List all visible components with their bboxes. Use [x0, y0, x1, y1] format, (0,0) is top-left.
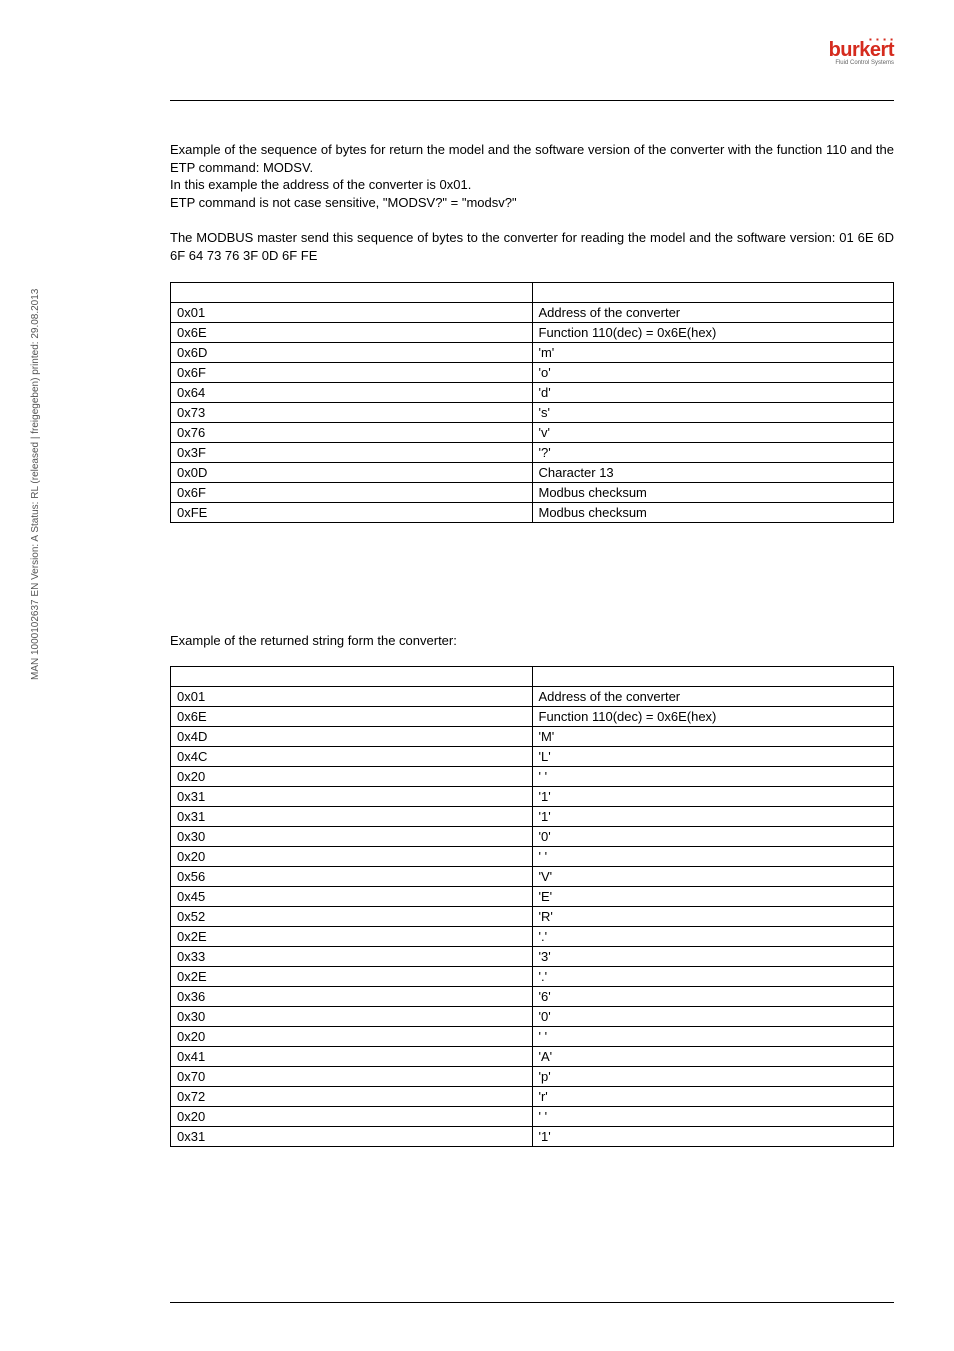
table-cell: Address of the converter	[532, 303, 894, 323]
table-cell: ' '	[532, 767, 894, 787]
table-cell: 0x30	[171, 827, 533, 847]
table-cell: '1'	[532, 1127, 894, 1147]
table-cell: 0x01	[171, 687, 533, 707]
table-cell: 0x52	[171, 907, 533, 927]
table-cell: Function 110(dec) = 0x6E(hex)	[532, 323, 894, 343]
table-cell: 'M'	[532, 727, 894, 747]
table-cell: 0x6E	[171, 707, 533, 727]
table-cell: '?'	[532, 443, 894, 463]
para1-line1: Example of the sequence of bytes for ret…	[170, 142, 894, 175]
table-cell: 0x20	[171, 1107, 533, 1127]
logo-subtext: Fluid Control Systems	[829, 60, 894, 66]
table-cell	[171, 283, 533, 303]
table-cell	[171, 667, 533, 687]
table-cell: 'E'	[532, 887, 894, 907]
table-cell: Function 110(dec) = 0x6E(hex)	[532, 707, 894, 727]
table-cell: '.'	[532, 967, 894, 987]
table-cell: 0x31	[171, 807, 533, 827]
table-cell: 0x6F	[171, 363, 533, 383]
returned-heading: Example of the returned string form the …	[170, 633, 894, 648]
table-cell: 0x33	[171, 947, 533, 967]
table-cell: 0x3F	[171, 443, 533, 463]
table-cell: 'p'	[532, 1067, 894, 1087]
table-cell: 0x6F	[171, 483, 533, 503]
table-cell: ' '	[532, 847, 894, 867]
table-cell: '1'	[532, 787, 894, 807]
table-cell: 0x31	[171, 1127, 533, 1147]
side-meta-text: MAN 1000102637 EN Version: A Status: RL …	[30, 289, 41, 680]
table-cell: 0x73	[171, 403, 533, 423]
top-rule	[170, 100, 894, 101]
table-cell: 0x01	[171, 303, 533, 323]
table-cell: 0x6E	[171, 323, 533, 343]
table-cell: 'd'	[532, 383, 894, 403]
table-cell: '3'	[532, 947, 894, 967]
table-cell: Modbus checksum	[532, 483, 894, 503]
table-cell: 0x20	[171, 847, 533, 867]
table-cell: 'm'	[532, 343, 894, 363]
bottom-rule	[170, 1302, 894, 1303]
table-cell: 0x20	[171, 1027, 533, 1047]
table-cell: 'r'	[532, 1087, 894, 1107]
table-cell: 'o'	[532, 363, 894, 383]
table-cell: 0x36	[171, 987, 533, 1007]
table-cell: 0x2E	[171, 927, 533, 947]
table-cell: 0x72	[171, 1087, 533, 1107]
table-cell: ' '	[532, 1107, 894, 1127]
table-cell: '.'	[532, 927, 894, 947]
table-cell: 0x30	[171, 1007, 533, 1027]
table-cell: Address of the converter	[532, 687, 894, 707]
table-cell: 0x4C	[171, 747, 533, 767]
table-cell: '0'	[532, 827, 894, 847]
table-cell: 0x70	[171, 1067, 533, 1087]
table-cell: 0x4D	[171, 727, 533, 747]
table-cell: 'v'	[532, 423, 894, 443]
table-cell: 's'	[532, 403, 894, 423]
table-cell	[532, 283, 894, 303]
table-cell: 'A'	[532, 1047, 894, 1067]
table-cell: 'V'	[532, 867, 894, 887]
intro-paragraph: Example of the sequence of bytes for ret…	[170, 141, 894, 211]
table-cell: '1'	[532, 807, 894, 827]
table-cell: 0x6D	[171, 343, 533, 363]
table-cell: '0'	[532, 1007, 894, 1027]
table-cell: 0x20	[171, 767, 533, 787]
page-content: Example of the sequence of bytes for ret…	[0, 0, 954, 1187]
table-cell: 0x41	[171, 1047, 533, 1067]
sequence-paragraph: The MODBUS master send this sequence of …	[170, 229, 894, 264]
logo-text: burkert	[829, 40, 894, 60]
table-cell: 0x64	[171, 383, 533, 403]
brand-logo: ▪ ▪ ▪ ▪ burkert Fluid Control Systems	[829, 38, 894, 66]
table-cell	[532, 667, 894, 687]
table-cell: 'L'	[532, 747, 894, 767]
table-cell: 0xFE	[171, 503, 533, 523]
table-cell: Character 13	[532, 463, 894, 483]
table-cell: ' '	[532, 1027, 894, 1047]
table-cell: 0x31	[171, 787, 533, 807]
table-cell: Modbus checksum	[532, 503, 894, 523]
table-cell: 0x45	[171, 887, 533, 907]
table-cell: 0x2E	[171, 967, 533, 987]
para1-line3: ETP command is not case sensitive, "MODS…	[170, 195, 517, 210]
request-bytes-table: 0x01Address of the converter 0x6EFunctio…	[170, 282, 894, 523]
table-cell: 'R'	[532, 907, 894, 927]
table-cell: '6'	[532, 987, 894, 1007]
table-cell: 0x0D	[171, 463, 533, 483]
para1-line2: In this example the address of the conve…	[170, 177, 471, 192]
table-cell: 0x76	[171, 423, 533, 443]
table-cell: 0x56	[171, 867, 533, 887]
response-bytes-table: 0x01Address of the converter 0x6EFunctio…	[170, 666, 894, 1147]
